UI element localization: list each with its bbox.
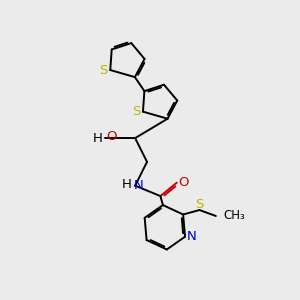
Text: CH₃: CH₃ bbox=[223, 209, 245, 223]
Text: O: O bbox=[178, 176, 188, 189]
Text: S: S bbox=[132, 105, 141, 118]
Text: O: O bbox=[107, 130, 117, 143]
Text: N: N bbox=[134, 179, 144, 192]
Text: H: H bbox=[93, 132, 102, 145]
Text: H: H bbox=[122, 178, 132, 191]
Text: N: N bbox=[187, 230, 196, 243]
Text: S: S bbox=[100, 64, 108, 76]
Text: S: S bbox=[195, 198, 204, 211]
